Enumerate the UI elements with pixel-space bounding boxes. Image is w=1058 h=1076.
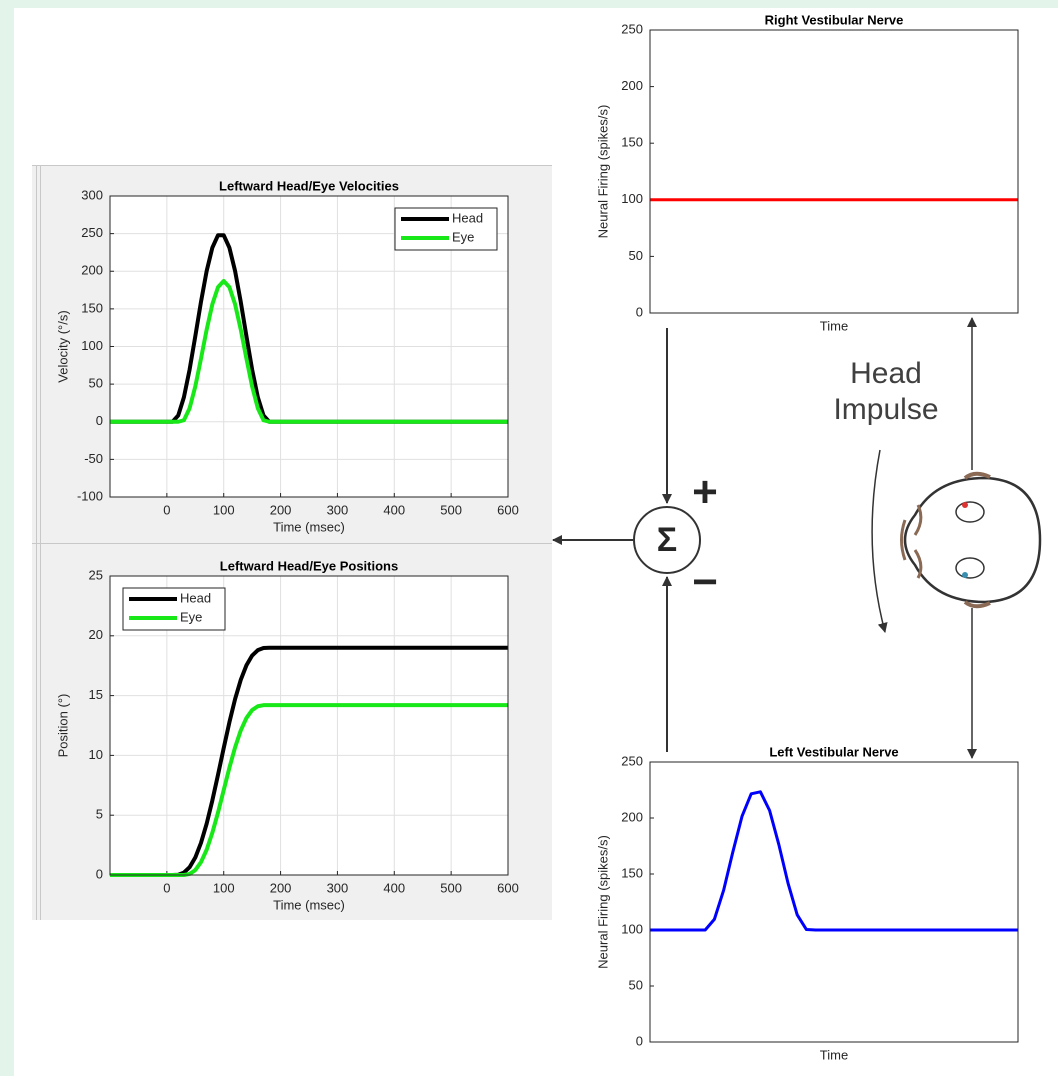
axes-box <box>649 761 1019 1043</box>
y-tick-label: 250 <box>621 753 643 768</box>
y-tick-label: 100 <box>621 191 643 206</box>
head-impulse-label: Impulse <box>833 393 938 426</box>
legend-label: Head <box>452 210 483 225</box>
plot-area <box>650 30 1018 313</box>
axes-box <box>649 29 1019 314</box>
x-tick-label: 300 <box>327 502 349 517</box>
y-tick-label: 10 <box>89 747 103 762</box>
y-tick-label: 300 <box>81 187 103 202</box>
diagram <box>552 317 1042 759</box>
data-line <box>110 279 508 424</box>
sum-node <box>633 506 701 574</box>
y-tick-label: 100 <box>81 338 103 353</box>
y-axis-label: Neural Firing (spikes/s) <box>595 835 610 969</box>
sum-symbol: Σ <box>657 521 677 559</box>
plus-sign: + <box>692 468 718 517</box>
y-tick-label: 50 <box>629 248 643 263</box>
y-tick-label: 15 <box>89 687 103 702</box>
y-axis-label: Neural Firing (spikes/s) <box>595 105 610 239</box>
y-tick-label: 150 <box>81 300 103 315</box>
legend-label: Head <box>180 590 211 605</box>
x-tick-label: 100 <box>213 880 235 895</box>
y-axis-label: Position (°) <box>55 694 70 758</box>
chart-title: Leftward Head/Eye Positions <box>220 558 398 573</box>
x-tick-label: 300 <box>327 880 349 895</box>
y-tick-label: 150 <box>621 865 643 880</box>
y-tick-label: 200 <box>621 809 643 824</box>
chart-title: Right Vestibular Nerve <box>765 12 904 27</box>
y-axis-label: Velocity (°/s) <box>55 310 70 382</box>
x-tick-label: 400 <box>383 880 405 895</box>
y-tick-label: -100 <box>77 488 103 503</box>
x-tick-label: 400 <box>383 502 405 517</box>
y-tick-label: 100 <box>621 921 643 936</box>
head-impulse-label: Head <box>850 357 922 390</box>
y-tick-label: 250 <box>81 225 103 240</box>
axes-box <box>109 195 509 498</box>
minus-sign: − <box>692 558 718 607</box>
y-tick-label: 0 <box>96 866 103 881</box>
x-axis-label: Time (msec) <box>273 519 345 534</box>
y-tick-label: 250 <box>621 21 643 36</box>
x-tick-label: 0 <box>163 880 170 895</box>
head-icon <box>900 471 1042 609</box>
y-tick-label: 50 <box>89 376 103 391</box>
y-tick-label: 0 <box>636 1033 643 1048</box>
y-tick-label: 200 <box>621 78 643 93</box>
axes-box <box>109 575 509 876</box>
y-tick-label: 0 <box>96 413 103 428</box>
x-tick-label: 200 <box>270 502 292 517</box>
legend-label: Eye <box>180 609 202 624</box>
legend-box <box>122 587 226 631</box>
x-tick-label: 200 <box>270 880 292 895</box>
x-tick-label: 500 <box>440 880 462 895</box>
x-tick-label: 0 <box>163 502 170 517</box>
x-axis-label: Time <box>820 318 848 333</box>
y-tick-label: -50 <box>84 451 103 466</box>
data-line <box>650 790 1018 932</box>
x-tick-label: 600 <box>497 880 519 895</box>
y-tick-label: 50 <box>629 977 643 992</box>
rotation-arrow <box>871 449 888 633</box>
y-tick-label: 150 <box>621 135 643 150</box>
x-axis-label: Time <box>820 1047 848 1062</box>
data-line <box>110 233 508 424</box>
x-tick-label: 600 <box>497 502 519 517</box>
y-tick-label: 25 <box>89 567 103 582</box>
plot-area <box>650 762 1018 1042</box>
y-tick-label: 5 <box>96 807 103 822</box>
legend-box <box>394 207 498 251</box>
x-tick-label: 100 <box>213 502 235 517</box>
chart-title: Left Vestibular Nerve <box>769 744 898 759</box>
y-tick-label: 20 <box>89 627 103 642</box>
x-tick-label: 500 <box>440 502 462 517</box>
chart-title: Leftward Head/Eye Velocities <box>219 178 399 193</box>
y-tick-label: 200 <box>81 263 103 278</box>
y-tick-label: 0 <box>636 304 643 319</box>
legend-label: Eye <box>452 229 474 244</box>
x-axis-label: Time (msec) <box>273 897 345 912</box>
